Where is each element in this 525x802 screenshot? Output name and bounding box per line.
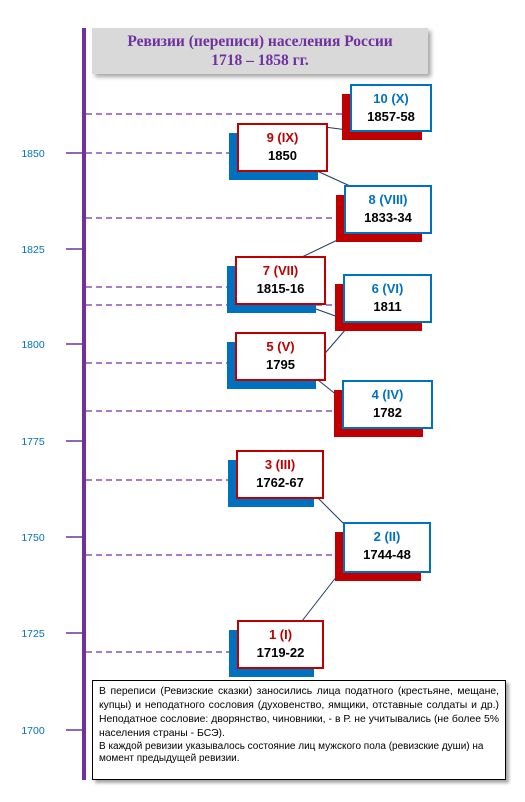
revision-box-frame <box>343 274 432 323</box>
revision-years: 1744-48 <box>363 547 411 562</box>
year-tick-label: 1800 <box>21 339 45 351</box>
revision-box-frame <box>342 380 433 429</box>
revision-box-frame <box>343 522 431 573</box>
revision-box: 7 (VII) 1815-16 <box>227 256 326 313</box>
revision-number: 5 (V) <box>266 339 294 354</box>
revision-number: 7 (VII) <box>263 263 298 278</box>
revision-box: 5 (V) 1795 <box>227 332 326 389</box>
title-line-1: Ревизии (переписи) населения России <box>127 33 393 50</box>
revision-number: 10 (X) <box>373 91 408 106</box>
revision-years: 1857-58 <box>367 109 415 124</box>
revision-number: 2 (II) <box>374 529 401 544</box>
explanation-note: В переписи (Ревизские сказки) заносились… <box>92 680 506 780</box>
revision-box: 2 (II) 1744-48 <box>335 522 431 581</box>
revision-years: 1782 <box>373 405 402 420</box>
revision-years: 1811 <box>373 299 401 314</box>
year-tick-label: 1775 <box>21 436 45 448</box>
revision-years: 1833-34 <box>364 210 412 225</box>
revision-box-frame <box>237 620 324 669</box>
revision-years: 1815-16 <box>257 281 305 296</box>
revision-box-frame <box>344 185 432 234</box>
revision-number: 8 (VIII) <box>368 192 407 207</box>
revision-years: 1850 <box>268 148 297 163</box>
revision-box: 8 (VIII) 1833-34 <box>336 185 432 242</box>
revision-connector <box>316 170 351 187</box>
year-tick-label: 1725 <box>21 628 45 640</box>
diagram-title: Ревизии (переписи) населения России 1718… <box>92 28 428 74</box>
revision-box-frame <box>237 123 328 172</box>
revision-years: 1795 <box>266 357 295 372</box>
note-paragraph-2: В каждой ревизии указывалось состояние л… <box>99 741 484 764</box>
revision-box-frame <box>236 450 324 499</box>
revision-number: 3 (III) <box>265 457 295 472</box>
revision-number: 6 (VI) <box>372 281 404 296</box>
note-paragraph-1: В переписи (Ревизские сказки) заносились… <box>99 686 499 739</box>
revision-box: 10 (X) 1857-58 <box>342 84 432 140</box>
revision-box-frame <box>350 84 432 132</box>
revision-number: 4 (IV) <box>372 387 404 402</box>
revision-box: 9 (IX) 1850 <box>229 123 328 180</box>
revision-box-frame <box>235 256 326 305</box>
revision-years: 1762-67 <box>256 475 304 490</box>
revision-box: 4 (IV) 1782 <box>334 380 433 437</box>
revision-box-frame <box>235 332 326 381</box>
revision-box: 1 (I) 1719-22 <box>229 620 324 677</box>
year-tick-label: 1700 <box>21 725 45 737</box>
year-tick-label: 1825 <box>21 244 45 256</box>
revision-number: 9 (IX) <box>267 130 299 145</box>
revision-box: 3 (III) 1762-67 <box>228 450 324 507</box>
revision-years: 1719-22 <box>257 645 305 660</box>
revision-box: 6 (VI) 1811 <box>335 274 432 331</box>
year-tick-label: 1750 <box>21 532 45 544</box>
title-line-2: 1718 – 1858 гг. <box>211 52 309 69</box>
revision-number: 1 (I) <box>269 627 292 642</box>
year-tick-label: 1850 <box>21 148 45 160</box>
